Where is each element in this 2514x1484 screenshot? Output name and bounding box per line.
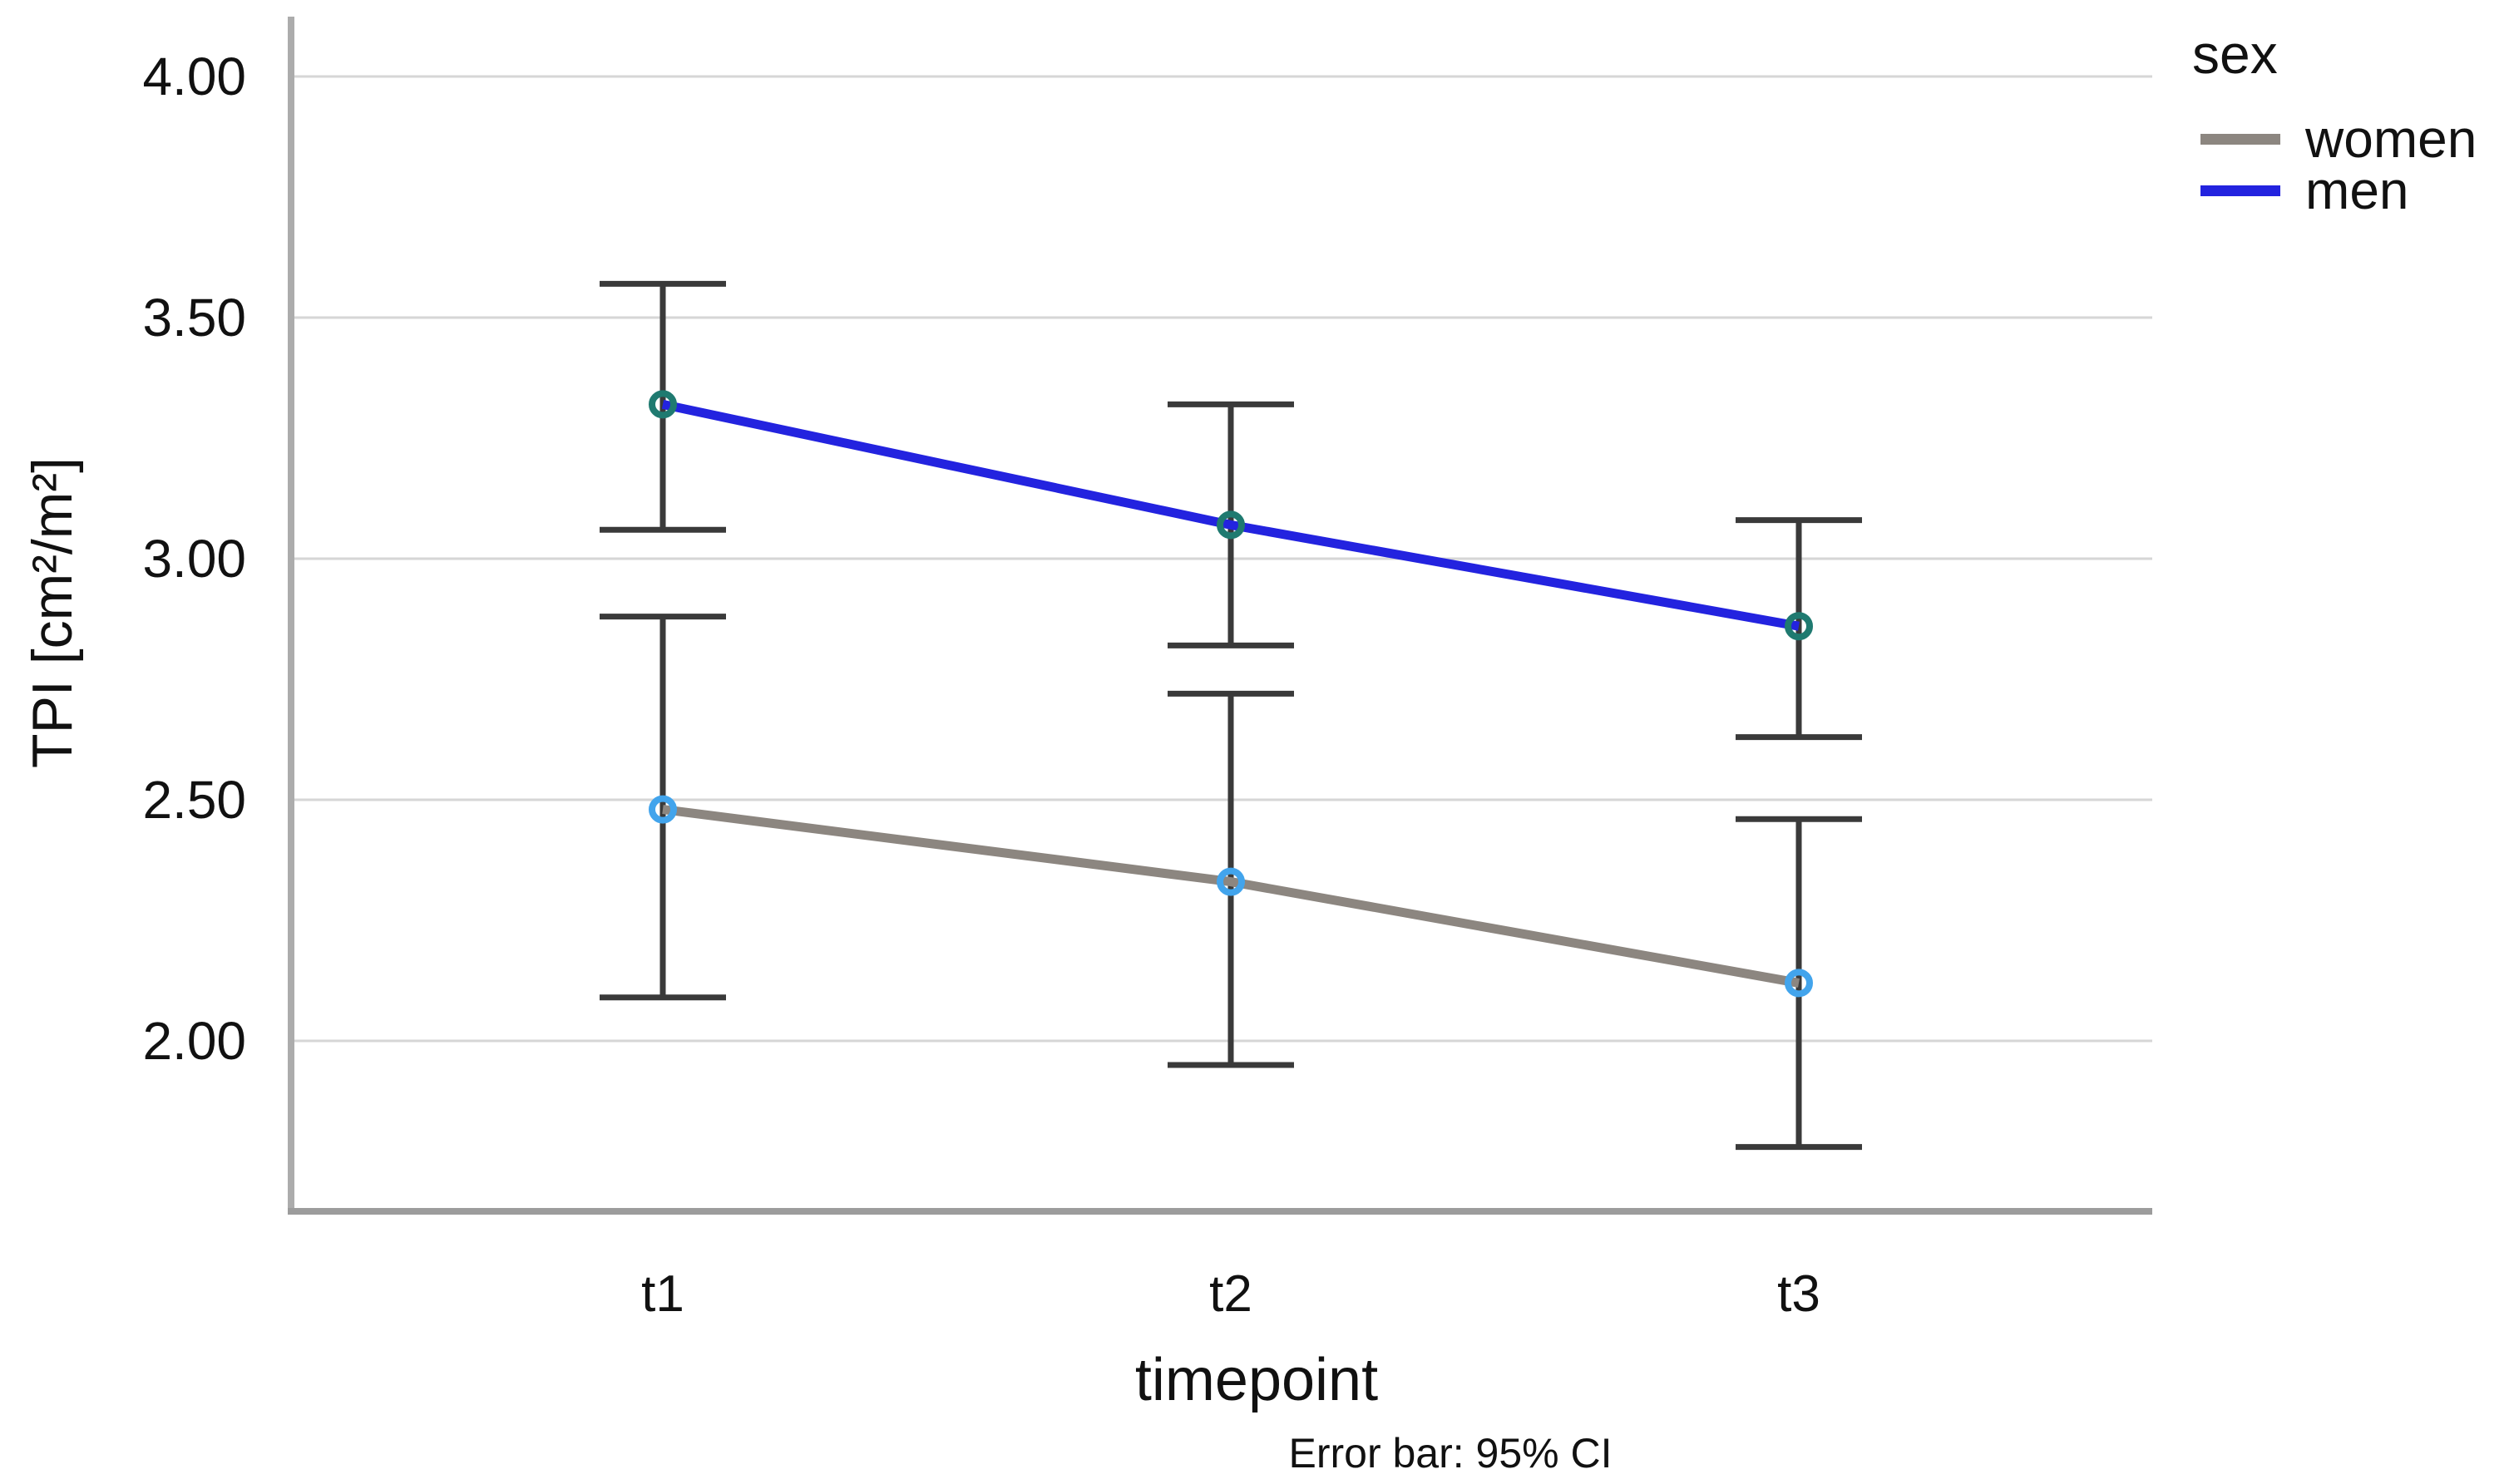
marker-men-t1: [649, 390, 677, 419]
x-axis-title: timepoint: [1134, 1347, 1379, 1413]
marker-men-t3: [1785, 612, 1813, 641]
y-tick-label-2.00: 2.00: [142, 1011, 246, 1071]
error-bar-caption: Error bar: 95% CI: [1288, 1430, 1613, 1477]
x-tick-label-t1: t1: [641, 1265, 684, 1323]
x-tick-label-t2: t2: [1209, 1265, 1252, 1323]
y-tick-label-3.50: 3.50: [142, 288, 246, 348]
marker-men-t2: [1217, 510, 1245, 540]
marker-women-t2: [1217, 867, 1245, 896]
legend-swatch-women: [2200, 133, 2280, 145]
markers-group: [649, 390, 1813, 998]
y-tick-label-3.00: 3.00: [142, 529, 246, 589]
gridlines-group: [291, 75, 2152, 1043]
series-line-men: [661, 400, 1800, 631]
x-tick-labels-group: t1 t2 t3: [641, 1265, 1820, 1323]
legend-label-women: women: [2305, 109, 2477, 169]
y-tick-labels-group: 4.00 3.50 3.00 2.50 2.00: [142, 47, 246, 1071]
legend-entry-men: men: [2192, 160, 2477, 220]
legend: sex women men: [2192, 22, 2477, 220]
y-axis-title: TPI [cm²/m²]: [21, 457, 84, 768]
marker-women-t1: [649, 795, 677, 824]
series-lines-group: [661, 400, 1800, 988]
x-tick-label-t3: t3: [1777, 1265, 1820, 1323]
legend-swatch-men: [2200, 185, 2280, 196]
legend-title: sex: [2192, 23, 2278, 85]
y-tick-label-2.50: 2.50: [142, 770, 246, 830]
legend-entry-women: women: [2192, 109, 2477, 169]
y-tick-label-4.00: 4.00: [142, 47, 246, 106]
error-bars-group: [600, 280, 1862, 1151]
series-line-women: [662, 805, 1800, 988]
marker-women-t3: [1785, 969, 1813, 998]
legend-label-men: men: [2305, 160, 2409, 220]
